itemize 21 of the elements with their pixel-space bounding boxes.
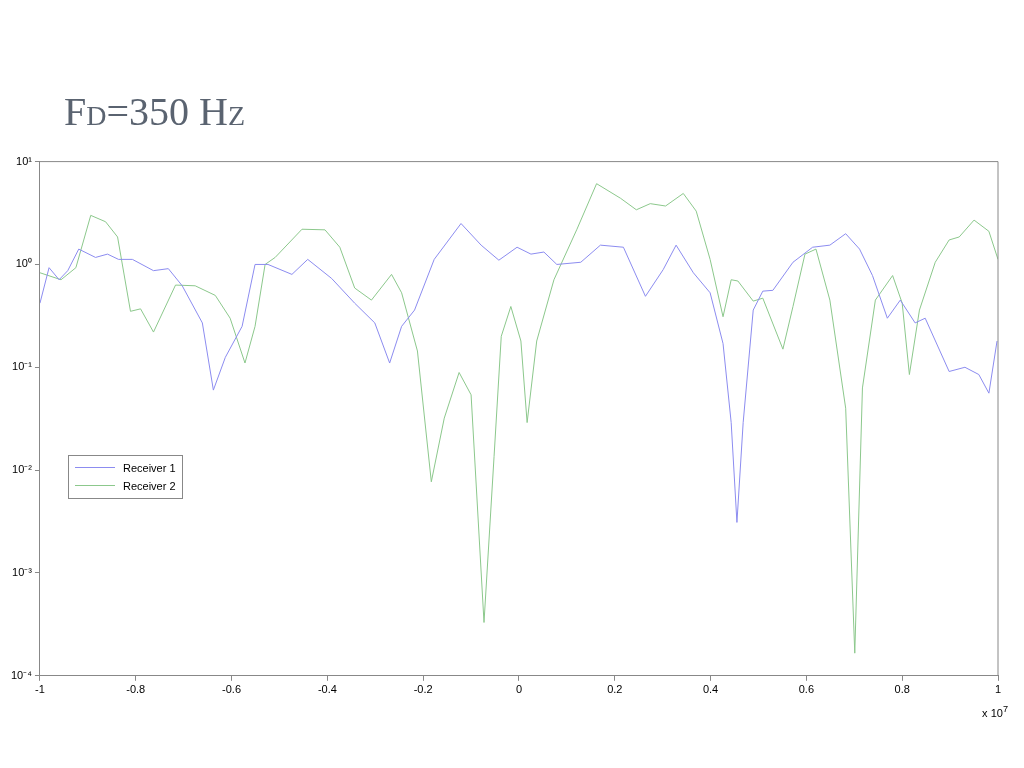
y-tick-label: 10⁻⁴ bbox=[10, 668, 33, 681]
y-tick-label: 10¹ bbox=[16, 154, 33, 167]
x-tick-label: 0.4 bbox=[702, 683, 719, 696]
x-tick-label: 1 bbox=[994, 683, 1002, 696]
x-tick-label: 0.6 bbox=[798, 683, 815, 696]
x-tick-label: -0.4 bbox=[317, 683, 337, 696]
y-tick-label: 10⁻³ bbox=[12, 565, 33, 578]
y-tick-label: 10⁻² bbox=[12, 463, 33, 476]
x-tick-label: 0.2 bbox=[607, 683, 623, 696]
x-tick-label: -0.6 bbox=[222, 683, 242, 696]
x-tick-label: -0.8 bbox=[126, 683, 146, 696]
y-tick-label: 10⁻¹ bbox=[12, 360, 33, 373]
x-tick-label: -1 bbox=[35, 683, 45, 696]
legend-label: Receiver 1 bbox=[122, 461, 176, 474]
legend-label: Receiver 2 bbox=[122, 479, 176, 492]
y-tick-label: 10⁰ bbox=[15, 257, 32, 270]
x-tick-label: -0.2 bbox=[413, 683, 433, 696]
x-tick-label: 0.8 bbox=[894, 683, 910, 696]
chart-title: Fd=350 Hz bbox=[63, 88, 246, 136]
x-tick-label: 0 bbox=[515, 683, 523, 696]
text: x 10$^{7}$ bbox=[982, 704, 1008, 719]
